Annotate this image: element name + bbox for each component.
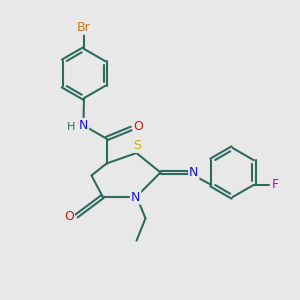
- Text: O: O: [134, 120, 143, 134]
- Text: F: F: [272, 178, 279, 191]
- Text: N: N: [189, 166, 199, 179]
- Text: O: O: [64, 210, 74, 223]
- Text: S: S: [134, 139, 141, 152]
- Text: N: N: [79, 119, 88, 132]
- Text: H: H: [67, 122, 76, 132]
- Text: N: N: [131, 190, 140, 204]
- Text: Br: Br: [77, 21, 91, 34]
